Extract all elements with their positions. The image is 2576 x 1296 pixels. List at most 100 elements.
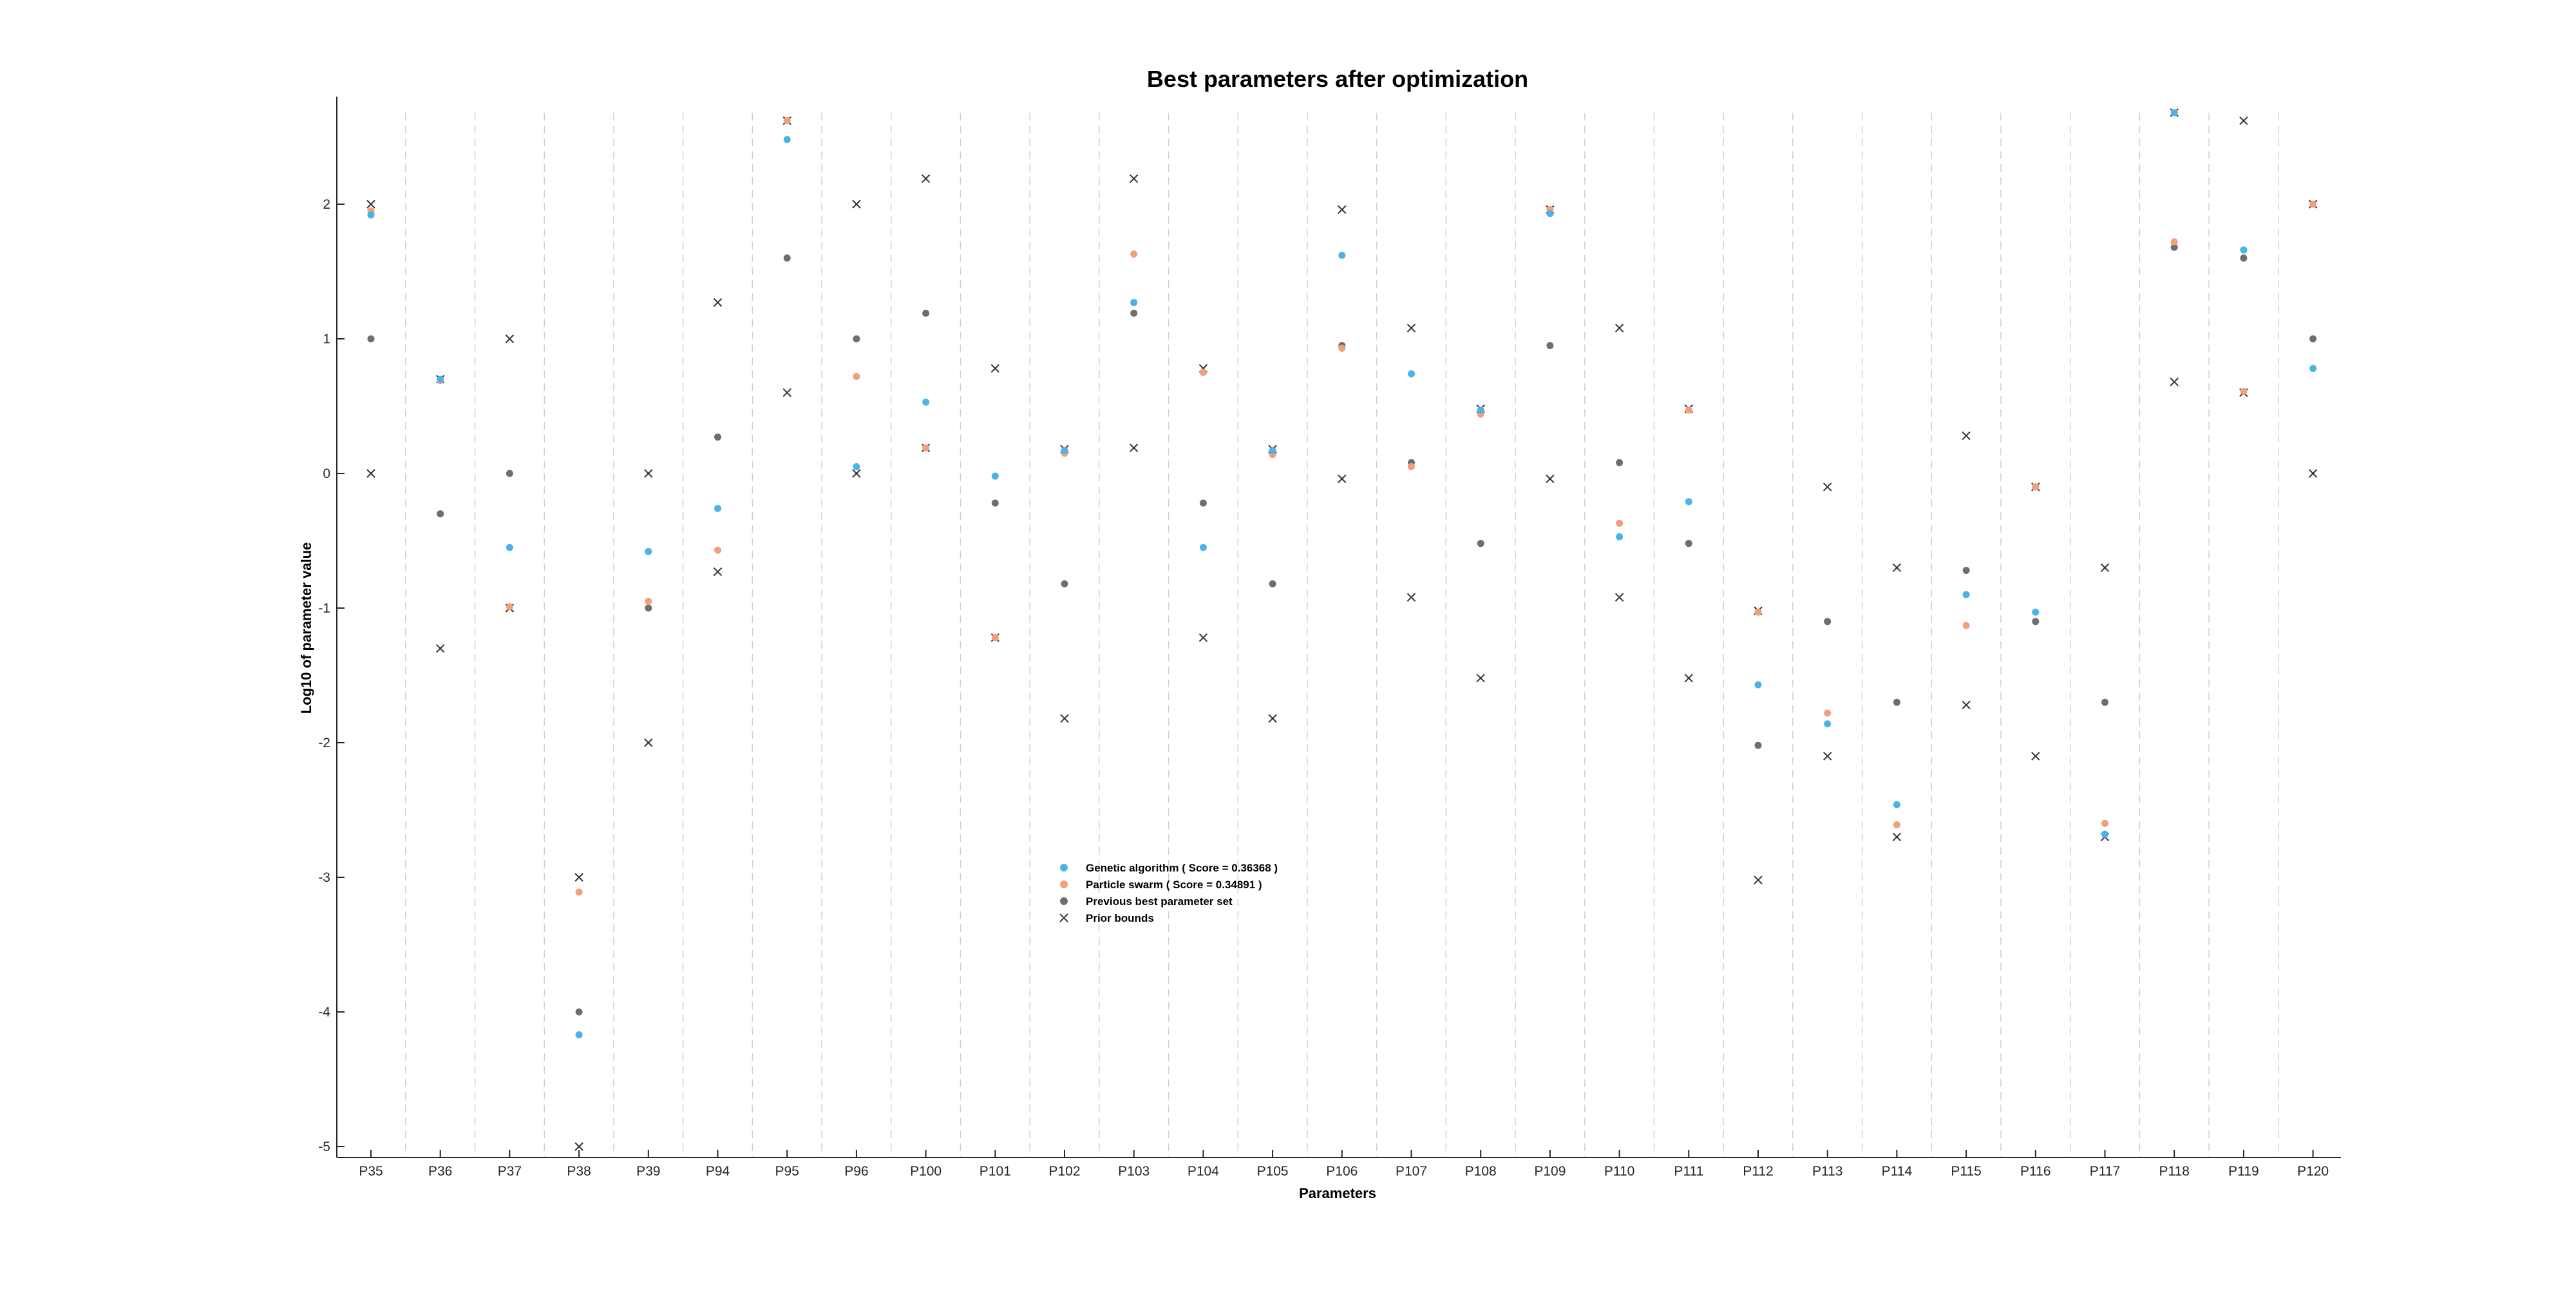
- x-tick-label-p100: P100: [910, 1164, 942, 1179]
- x-tick-label-p110: P110: [1604, 1164, 1635, 1179]
- point-genetic-p103: [1130, 299, 1137, 306]
- point-particle-p119: [2240, 388, 2247, 395]
- point-particle-p95: [784, 117, 791, 124]
- point-genetic-p101: [992, 473, 999, 480]
- x-tick-label-p39: P39: [636, 1164, 660, 1179]
- point-genetic-p39: [645, 548, 652, 555]
- point-previous-p114: [1893, 699, 1900, 706]
- point-genetic-p95: [784, 136, 791, 143]
- x-tick-label-p102: P102: [1048, 1164, 1080, 1179]
- point-previous-p112: [1755, 742, 1762, 749]
- legend-label-bounds: Prior bounds: [1086, 912, 1154, 924]
- x-tick-label-p111: P111: [1674, 1164, 1703, 1179]
- y-tick-label: -3: [318, 870, 330, 885]
- point-particle-p118: [2171, 238, 2178, 245]
- point-genetic-p116: [2032, 609, 2039, 616]
- point-particle-p106: [1338, 345, 1345, 352]
- point-previous-p36: [437, 510, 444, 517]
- point-genetic-p107: [1408, 370, 1415, 377]
- x-tick-label-p119: P119: [2228, 1164, 2259, 1179]
- x-tick-label-p108: P108: [1465, 1164, 1497, 1179]
- legend-marker-particle: [1060, 881, 1068, 888]
- legend-label-previous: Previous best parameter set: [1086, 895, 1233, 908]
- point-previous-p35: [368, 336, 375, 343]
- point-previous-p96: [853, 336, 860, 343]
- point-previous-p115: [1963, 567, 1970, 574]
- point-genetic-p117: [2101, 831, 2108, 838]
- point-previous-p108: [1477, 540, 1484, 547]
- x-tick-label-p118: P118: [2159, 1164, 2190, 1179]
- point-genetic-p112: [1755, 681, 1762, 689]
- y-tick-label: -4: [318, 1005, 330, 1020]
- legend-item-previous: Previous best parameter set: [1060, 895, 1233, 908]
- point-genetic-p108: [1477, 406, 1484, 414]
- point-particle-p101: [992, 634, 999, 641]
- x-axis-title: Parameters: [1299, 1185, 1376, 1201]
- point-previous-p119: [2240, 254, 2247, 262]
- x-tick-label-p116: P116: [2020, 1164, 2051, 1179]
- y-axis-title: Log10 of parameter value: [298, 542, 314, 714]
- point-previous-p120: [2309, 336, 2316, 343]
- point-particle-p96: [853, 373, 860, 380]
- x-tick-label-p115: P115: [1951, 1164, 1982, 1179]
- point-previous-p113: [1824, 618, 1831, 625]
- point-genetic-p36: [437, 376, 444, 383]
- point-genetic-p106: [1338, 252, 1345, 259]
- point-previous-p111: [1685, 540, 1692, 547]
- point-particle-p120: [2309, 201, 2316, 208]
- point-particle-p104: [1200, 369, 1207, 376]
- legend-marker-genetic: [1060, 864, 1068, 872]
- y-tick-label: 1: [323, 332, 330, 347]
- legend-label-particle: Particle swarm ( Score = 0.34891 ): [1086, 879, 1262, 891]
- legend-label-genetic: Genetic algorithm ( Score = 0.36368 ): [1086, 862, 1278, 874]
- point-previous-p117: [2101, 699, 2108, 706]
- x-tick-label-p95: P95: [775, 1164, 799, 1179]
- point-previous-p94: [714, 434, 721, 441]
- point-genetic-p111: [1685, 498, 1692, 505]
- legend-marker-previous: [1060, 897, 1068, 905]
- point-genetic-p104: [1200, 544, 1207, 551]
- point-particle-p113: [1824, 710, 1831, 717]
- point-genetic-p35: [368, 211, 375, 218]
- point-genetic-p118: [2171, 109, 2178, 116]
- point-previous-p38: [576, 1009, 583, 1016]
- x-tick-label-p112: P112: [1743, 1164, 1774, 1179]
- point-particle-p38: [576, 888, 583, 895]
- point-particle-p107: [1408, 463, 1415, 470]
- point-genetic-p94: [714, 505, 721, 512]
- point-genetic-p120: [2309, 365, 2316, 372]
- x-tick-label-p101: P101: [980, 1164, 1011, 1179]
- x-tick-label-p94: P94: [706, 1164, 730, 1179]
- x-tick-label-p37: P37: [498, 1164, 522, 1179]
- point-genetic-p100: [922, 399, 929, 406]
- x-tick-label-p117: P117: [2090, 1164, 2121, 1179]
- x-tick-label-p114: P114: [1882, 1164, 1913, 1179]
- point-particle-p94: [714, 547, 721, 554]
- point-genetic-p115: [1963, 591, 1970, 598]
- x-tick-label-p104: P104: [1188, 1164, 1219, 1179]
- x-tick-label-p38: P38: [567, 1164, 591, 1179]
- point-previous-p37: [506, 470, 513, 477]
- point-genetic-p105: [1269, 447, 1276, 454]
- point-genetic-p96: [853, 463, 860, 470]
- point-previous-p101: [992, 499, 999, 506]
- point-particle-p117: [2101, 820, 2108, 827]
- x-tick-label-p96: P96: [844, 1164, 868, 1179]
- point-previous-p104: [1200, 499, 1207, 506]
- x-tick-label-p36: P36: [428, 1164, 452, 1179]
- x-tick-label-p109: P109: [1534, 1164, 1566, 1179]
- point-particle-p110: [1616, 520, 1623, 527]
- point-genetic-p110: [1616, 533, 1623, 540]
- point-particle-p100: [922, 444, 929, 452]
- point-previous-p105: [1269, 580, 1276, 587]
- x-tick-label-p113: P113: [1812, 1164, 1843, 1179]
- point-genetic-p119: [2240, 247, 2247, 254]
- point-genetic-p113: [1824, 720, 1831, 727]
- chart-title: Best parameters after optimization: [1147, 66, 1528, 92]
- x-tick-label-p120: P120: [2297, 1164, 2329, 1179]
- x-tick-label-p35: P35: [359, 1164, 383, 1179]
- point-previous-p110: [1616, 459, 1623, 466]
- point-genetic-p38: [576, 1031, 583, 1038]
